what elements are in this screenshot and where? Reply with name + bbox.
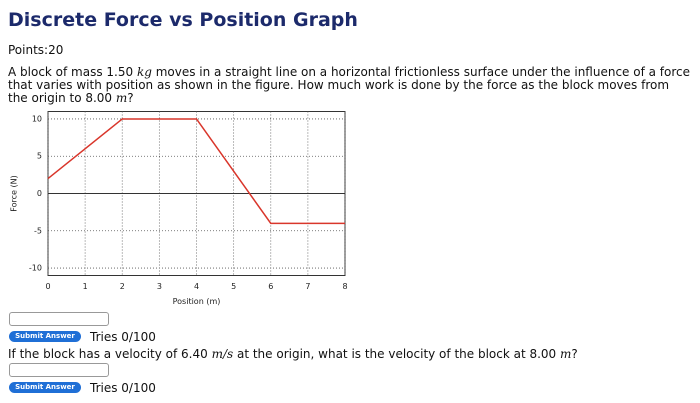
y-tick-label: 10: [32, 114, 42, 123]
y-tick-label: -10: [29, 264, 42, 273]
chart: 0 1 2 3 4 5 6 7 8 10 5 0 -5 -10 Position (m) Force (N): [10, 111, 348, 306]
submit-button[interactable]: Submit Answer: [9, 382, 81, 393]
math: kg: [136, 65, 152, 79]
y-tick-label: 0: [37, 189, 42, 198]
text: moves in a straight line on a horizontal…: [8, 65, 691, 105]
x-tick-label: 0: [45, 282, 50, 291]
tries: Tries 0/100: [90, 330, 156, 344]
math: m: [560, 347, 572, 361]
y-tick-label: -5: [34, 226, 42, 235]
math: m: [115, 91, 128, 105]
x-tick-label: 7: [305, 282, 310, 291]
math: m/s: [211, 347, 234, 361]
x-tick-label: 6: [268, 282, 273, 291]
x-tick-label: 2: [120, 282, 125, 291]
x-tick-label: 4: [194, 282, 199, 291]
y-axis-label: Force (N): [10, 175, 19, 211]
data-line: [47, 118, 345, 225]
x-axis-label: Position (m): [173, 297, 221, 306]
title: Discrete Force vs Position Graph: [8, 9, 358, 31]
x-tick-label: 1: [83, 282, 88, 291]
text: ?: [127, 91, 134, 105]
x-tick-label: 3: [157, 282, 162, 291]
answer-input[interactable]: [9, 312, 109, 326]
text: If the block has a velocity of 6.40: [8, 347, 212, 361]
x-tick-label: 8: [342, 282, 347, 291]
text: ?: [571, 347, 578, 361]
x-tick-label: 5: [231, 282, 236, 291]
y-tick-label: 5: [37, 152, 42, 161]
points: Points:20: [8, 43, 64, 57]
text: at the origin, what is the velocity of t…: [233, 347, 561, 361]
question: A block of mass 1.50 kg moves in a strai…: [8, 66, 692, 105]
answer-input[interactable]: [9, 363, 109, 377]
submit-button[interactable]: Submit Answer: [9, 331, 81, 342]
text: A block of mass 1.50: [8, 65, 137, 79]
tries: Tries 0/100: [90, 381, 156, 395]
question: If the block has a velocity of 6.40 m/s …: [8, 348, 692, 361]
